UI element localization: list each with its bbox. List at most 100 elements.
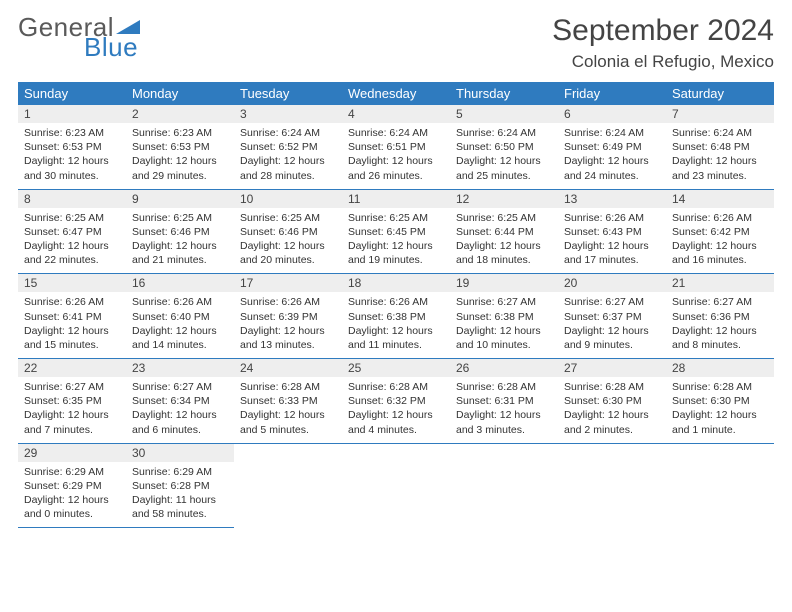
- day-data-line: Sunrise: 6:26 AM: [348, 295, 444, 309]
- day-data-line: Daylight: 11 hours: [132, 493, 228, 507]
- day-data-line: Daylight: 12 hours: [456, 408, 552, 422]
- calendar-day-cell: 2Sunrise: 6:23 AMSunset: 6:53 PMDaylight…: [126, 105, 234, 189]
- day-data-line: Daylight: 12 hours: [24, 493, 120, 507]
- weekday-header: Wednesday: [342, 82, 450, 105]
- day-data-line: Sunset: 6:47 PM: [24, 225, 120, 239]
- day-number: 18: [342, 274, 450, 292]
- calendar-day-cell: ..: [450, 443, 558, 528]
- day-data: Sunrise: 6:27 AMSunset: 6:37 PMDaylight:…: [558, 292, 666, 358]
- day-data-line: and 2 minutes.: [564, 423, 660, 437]
- calendar-day-cell: 21Sunrise: 6:27 AMSunset: 6:36 PMDayligh…: [666, 274, 774, 359]
- location-label: Colonia el Refugio, Mexico: [552, 52, 774, 72]
- day-data-line: Daylight: 12 hours: [240, 324, 336, 338]
- calendar-day-cell: 3Sunrise: 6:24 AMSunset: 6:52 PMDaylight…: [234, 105, 342, 189]
- day-data-line: Sunset: 6:50 PM: [456, 140, 552, 154]
- day-data-line: Daylight: 12 hours: [456, 239, 552, 253]
- day-data-line: Sunrise: 6:25 AM: [24, 211, 120, 225]
- day-data-line: and 8 minutes.: [672, 338, 768, 352]
- day-number: 15: [18, 274, 126, 292]
- calendar-day-cell: ..: [666, 443, 774, 528]
- day-data: Sunrise: 6:28 AMSunset: 6:30 PMDaylight:…: [666, 377, 774, 443]
- weekday-header: Sunday: [18, 82, 126, 105]
- logo-text-blue: Blue: [84, 34, 140, 60]
- day-number: 30: [126, 444, 234, 462]
- day-data-line: Daylight: 12 hours: [24, 324, 120, 338]
- day-data-line: and 1 minute.: [672, 423, 768, 437]
- day-data-line: Sunrise: 6:28 AM: [672, 380, 768, 394]
- day-number: 25: [342, 359, 450, 377]
- calendar-day-cell: 4Sunrise: 6:24 AMSunset: 6:51 PMDaylight…: [342, 105, 450, 189]
- day-data-line: Sunset: 6:35 PM: [24, 394, 120, 408]
- day-data-line: Sunrise: 6:29 AM: [24, 465, 120, 479]
- calendar-day-cell: 12Sunrise: 6:25 AMSunset: 6:44 PMDayligh…: [450, 189, 558, 274]
- day-number: 26: [450, 359, 558, 377]
- day-number: 28: [666, 359, 774, 377]
- day-data-line: Sunrise: 6:27 AM: [24, 380, 120, 394]
- day-data: Sunrise: 6:27 AMSunset: 6:35 PMDaylight:…: [18, 377, 126, 443]
- day-data-line: Daylight: 12 hours: [672, 408, 768, 422]
- day-data-line: Daylight: 12 hours: [564, 154, 660, 168]
- title-block: September 2024 Colonia el Refugio, Mexic…: [552, 14, 774, 72]
- day-data-line: Daylight: 12 hours: [132, 154, 228, 168]
- weekday-header: Monday: [126, 82, 234, 105]
- day-number: 22: [18, 359, 126, 377]
- day-data-line: and 6 minutes.: [132, 423, 228, 437]
- day-data: Sunrise: 6:25 AMSunset: 6:44 PMDaylight:…: [450, 208, 558, 274]
- day-number: 27: [558, 359, 666, 377]
- day-data: Sunrise: 6:24 AMSunset: 6:49 PMDaylight:…: [558, 123, 666, 189]
- calendar-day-cell: 26Sunrise: 6:28 AMSunset: 6:31 PMDayligh…: [450, 359, 558, 444]
- day-data-line: and 5 minutes.: [240, 423, 336, 437]
- header: General Blue September 2024 Colonia el R…: [18, 14, 774, 72]
- calendar-day-cell: 17Sunrise: 6:26 AMSunset: 6:39 PMDayligh…: [234, 274, 342, 359]
- day-data-line: Sunset: 6:45 PM: [348, 225, 444, 239]
- day-data-line: Sunset: 6:31 PM: [456, 394, 552, 408]
- day-data-line: Sunset: 6:53 PM: [24, 140, 120, 154]
- calendar-day-cell: 29Sunrise: 6:29 AMSunset: 6:29 PMDayligh…: [18, 443, 126, 528]
- day-data-line: and 30 minutes.: [24, 169, 120, 183]
- calendar-day-cell: 25Sunrise: 6:28 AMSunset: 6:32 PMDayligh…: [342, 359, 450, 444]
- calendar-day-cell: 23Sunrise: 6:27 AMSunset: 6:34 PMDayligh…: [126, 359, 234, 444]
- day-number: 10: [234, 190, 342, 208]
- day-data-line: and 26 minutes.: [348, 169, 444, 183]
- day-number: 16: [126, 274, 234, 292]
- day-number: 3: [234, 105, 342, 123]
- day-data-line: Daylight: 12 hours: [564, 239, 660, 253]
- calendar-body: 1Sunrise: 6:23 AMSunset: 6:53 PMDaylight…: [18, 105, 774, 528]
- day-data-line: and 20 minutes.: [240, 253, 336, 267]
- day-data-line: Sunset: 6:40 PM: [132, 310, 228, 324]
- day-number: 1: [18, 105, 126, 123]
- day-number: 21: [666, 274, 774, 292]
- day-data: Sunrise: 6:28 AMSunset: 6:31 PMDaylight:…: [450, 377, 558, 443]
- day-number: 12: [450, 190, 558, 208]
- day-data-line: and 18 minutes.: [456, 253, 552, 267]
- day-data: Sunrise: 6:24 AMSunset: 6:48 PMDaylight:…: [666, 123, 774, 189]
- day-data: Sunrise: 6:23 AMSunset: 6:53 PMDaylight:…: [18, 123, 126, 189]
- weekday-header: Saturday: [666, 82, 774, 105]
- day-data-line: Sunrise: 6:28 AM: [348, 380, 444, 394]
- day-number: 8: [18, 190, 126, 208]
- day-data: Sunrise: 6:26 AMSunset: 6:42 PMDaylight:…: [666, 208, 774, 274]
- day-data-line: Daylight: 12 hours: [240, 154, 336, 168]
- day-number: 2: [126, 105, 234, 123]
- day-data-line: Sunrise: 6:27 AM: [132, 380, 228, 394]
- day-data-line: Sunset: 6:42 PM: [672, 225, 768, 239]
- day-data-line: and 3 minutes.: [456, 423, 552, 437]
- day-data-line: and 15 minutes.: [24, 338, 120, 352]
- calendar-header-row: SundayMondayTuesdayWednesdayThursdayFrid…: [18, 82, 774, 105]
- day-number: 9: [126, 190, 234, 208]
- day-number: 14: [666, 190, 774, 208]
- day-data-line: Sunset: 6:34 PM: [132, 394, 228, 408]
- calendar-day-cell: 19Sunrise: 6:27 AMSunset: 6:38 PMDayligh…: [450, 274, 558, 359]
- day-data: Sunrise: 6:26 AMSunset: 6:38 PMDaylight:…: [342, 292, 450, 358]
- day-data-line: Sunset: 6:32 PM: [348, 394, 444, 408]
- calendar-day-cell: 16Sunrise: 6:26 AMSunset: 6:40 PMDayligh…: [126, 274, 234, 359]
- calendar-day-cell: 13Sunrise: 6:26 AMSunset: 6:43 PMDayligh…: [558, 189, 666, 274]
- day-data: Sunrise: 6:27 AMSunset: 6:34 PMDaylight:…: [126, 377, 234, 443]
- day-data-line: and 21 minutes.: [132, 253, 228, 267]
- day-data-line: and 7 minutes.: [24, 423, 120, 437]
- day-data-line: Daylight: 12 hours: [348, 154, 444, 168]
- day-data-line: Sunrise: 6:27 AM: [456, 295, 552, 309]
- day-data-line: Sunset: 6:46 PM: [240, 225, 336, 239]
- day-data-line: Sunrise: 6:24 AM: [564, 126, 660, 140]
- day-data: Sunrise: 6:27 AMSunset: 6:36 PMDaylight:…: [666, 292, 774, 358]
